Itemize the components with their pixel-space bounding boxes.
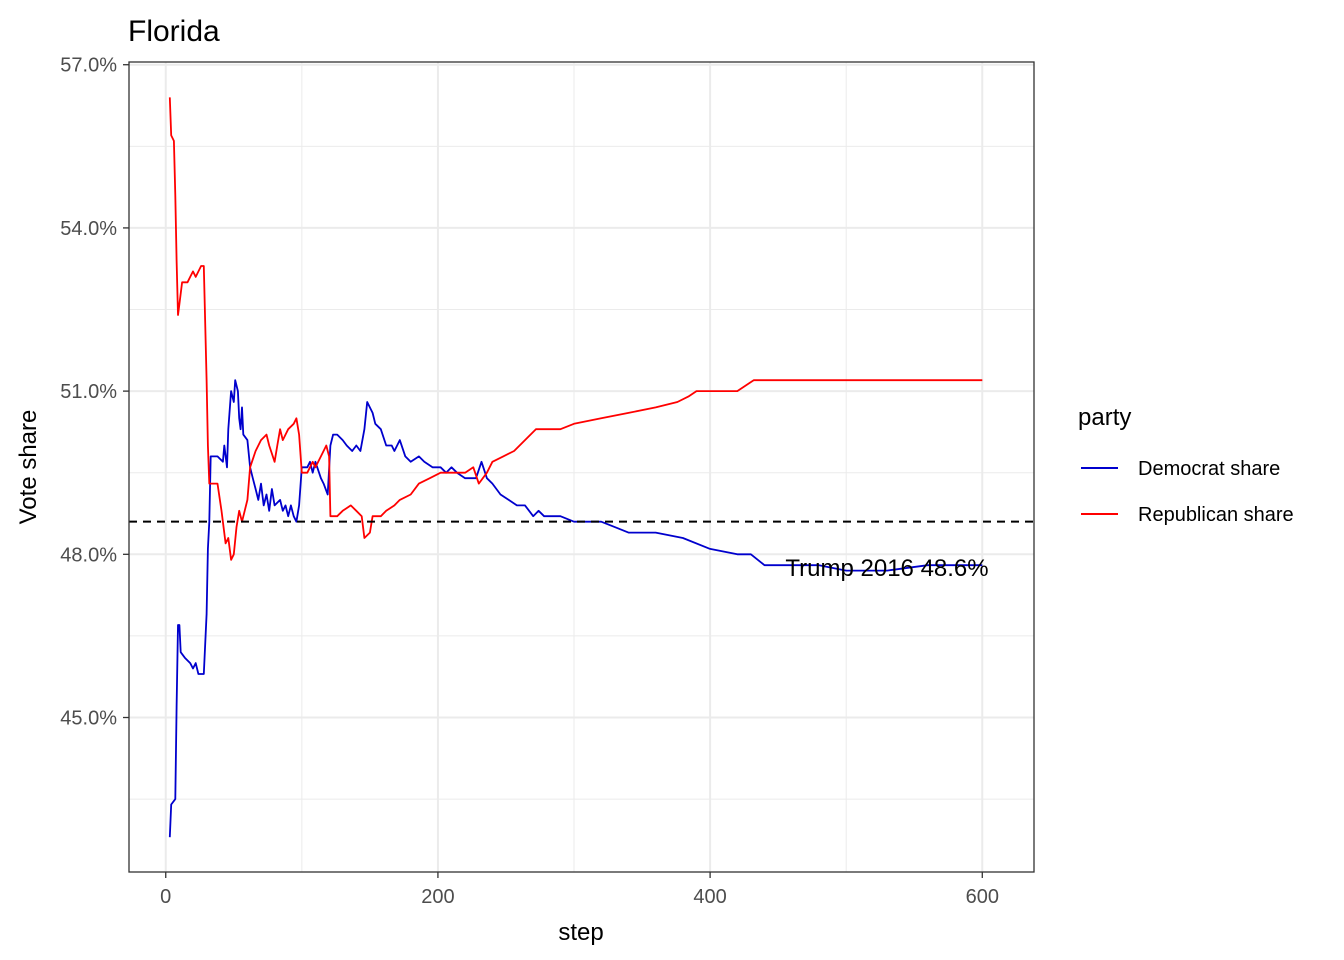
- legend-label-republican: Republican share: [1138, 504, 1294, 526]
- y-axis: 45.0% 48.0% 51.0% 54.0% 57.0%: [60, 55, 129, 730]
- x-axis-title: step: [558, 919, 603, 946]
- x-tick-label: 400: [693, 886, 726, 908]
- plot-panel-border: [128, 61, 1035, 873]
- reference-line-group: Trump 2016 48.6%: [129, 520, 1034, 582]
- x-tick-label: 0: [160, 886, 171, 908]
- series-line-republican: [168, 97, 983, 561]
- y-axis-title: Vote share: [15, 410, 42, 525]
- y-tick-label: 48.0%: [60, 544, 117, 566]
- chart-title: Florida: [128, 15, 220, 48]
- legend-title: party: [1078, 404, 1131, 431]
- legend-label-democrat: Democrat share: [1138, 458, 1280, 480]
- x-axis: 0 200 400 600: [160, 872, 999, 908]
- x-tick-label: 200: [421, 886, 454, 908]
- series-line-democrat: [168, 379, 983, 838]
- reference-annotation: Trump 2016 48.6%: [785, 555, 988, 582]
- y-tick-label: 54.0%: [60, 218, 117, 240]
- grid: [129, 62, 1034, 872]
- x-tick-label: 600: [966, 886, 999, 908]
- y-tick-label: 51.0%: [60, 381, 117, 403]
- legend: party Democrat share Republican share: [1078, 404, 1294, 526]
- y-tick-label: 57.0%: [60, 55, 117, 77]
- y-tick-label: 45.0%: [60, 708, 117, 730]
- series-lines: [168, 97, 983, 838]
